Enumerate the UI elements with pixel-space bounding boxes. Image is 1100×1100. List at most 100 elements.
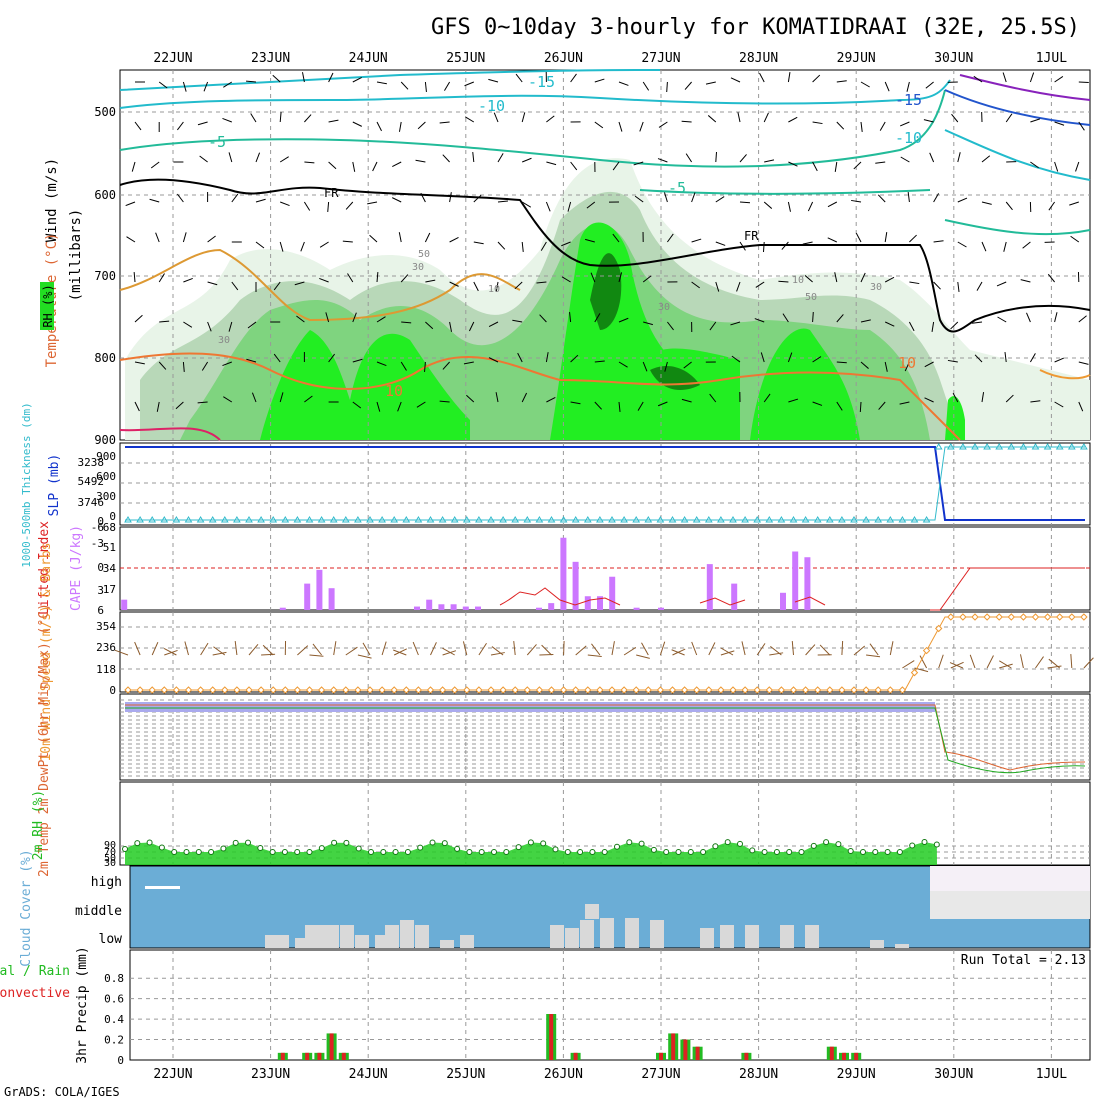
wind-barb (884, 321, 895, 327)
wind-tick: 354 (96, 620, 116, 633)
wind-barb (981, 392, 985, 403)
wind-barb (158, 361, 167, 370)
wind-marker (390, 686, 398, 694)
precip-tick: 0.4 (104, 1013, 124, 1026)
wind-barb (328, 72, 334, 83)
wind-barb (488, 357, 499, 363)
thickness-marker (741, 516, 749, 523)
wind-barb (248, 643, 259, 656)
wind-barb (1035, 656, 1044, 669)
wind-barb (664, 361, 668, 372)
wind-barb (715, 281, 720, 292)
wind-barb (666, 81, 668, 93)
wind-marker (632, 686, 640, 694)
wind-barb (279, 156, 289, 163)
wind-barb (919, 655, 928, 669)
thickness-marker (184, 516, 193, 523)
wind-barb (442, 361, 450, 370)
wind-barb (149, 198, 160, 203)
contour-label: 10 (385, 382, 403, 400)
cape-bar (584, 596, 591, 610)
wind-barb (999, 663, 1013, 669)
wind-barb (183, 277, 193, 283)
wind-barb (1078, 315, 1087, 323)
wind-barb (952, 392, 959, 403)
wind-barb (683, 361, 692, 369)
wind-marker (1031, 613, 1040, 621)
precip-tick: 0.2 (104, 1034, 124, 1047)
li-axis-label: Lifted Index (37, 521, 52, 615)
cape-bar (706, 564, 713, 610)
wind-barb (417, 121, 426, 130)
wind-barb (420, 192, 426, 203)
wind-barb (618, 272, 623, 283)
wind-barb (255, 152, 261, 163)
rh2m-marker (503, 849, 510, 855)
wind-barb (663, 192, 668, 203)
wind-barb (546, 161, 557, 166)
wind-barb (851, 199, 862, 203)
wind-barb (788, 398, 799, 403)
wind-marker (922, 646, 931, 655)
cloud-low-bar (440, 940, 454, 948)
precip-total-label: Total / Rain (0, 964, 70, 979)
wind-barb (981, 241, 987, 252)
wind-barb (884, 232, 888, 243)
wind-barb (860, 81, 870, 88)
wind-barb (760, 352, 765, 363)
contour-label: 30 (870, 282, 882, 293)
thickness-marker (813, 516, 822, 523)
date-label: 1JUL (1036, 1067, 1067, 1082)
wind-barb (587, 654, 602, 657)
wind-barb (715, 196, 725, 203)
wind-marker (281, 686, 290, 694)
wind-barb (730, 321, 741, 326)
cape-bar (121, 599, 128, 610)
wind-barb (739, 241, 746, 251)
contour-label: 30 (658, 302, 670, 313)
wind-barb (352, 401, 362, 409)
precip-conv-bar (317, 1052, 322, 1060)
rh2m-marker (404, 849, 411, 855)
thickness-marker (620, 516, 628, 523)
wind-barb (889, 641, 894, 656)
cloud-low-bar (870, 940, 884, 948)
wind-marker (862, 686, 870, 694)
wind-barb (134, 314, 143, 323)
rh2m-marker (687, 849, 694, 855)
wind-barb (950, 321, 959, 330)
thickness-marker (801, 516, 810, 523)
wind-marker (656, 686, 665, 694)
wind-barb (367, 201, 378, 205)
thickness-markers (124, 443, 1088, 523)
wind-barb (707, 115, 717, 123)
wind-barb (272, 74, 281, 83)
wind-barb (933, 240, 944, 243)
wind-barb (802, 241, 813, 245)
contour-label: 50 (805, 292, 817, 303)
wind-barb (1047, 273, 1055, 283)
rh2m-marker (392, 849, 399, 855)
wind-barb (517, 352, 523, 363)
wind-barb (540, 241, 547, 251)
wind-barb (859, 401, 862, 413)
upper-wind-barbs (125, 71, 1089, 413)
wind-barb (464, 81, 474, 87)
contour-label: 10 (898, 354, 916, 372)
wind-barb (521, 392, 528, 403)
wind-barb (1078, 401, 1084, 412)
rh2m-marker (896, 849, 903, 855)
wind-barb (957, 197, 968, 203)
wind-marker (874, 686, 882, 694)
wind-barb (819, 644, 831, 656)
slp-tick-right: 600 (96, 470, 116, 483)
wind-barb (884, 81, 890, 92)
wind-barb (949, 662, 964, 669)
wind10m-panel: 354 236 118 0 10m Wind Speed (m/s) & Bar… (39, 542, 1094, 762)
wind-barb (442, 647, 455, 656)
wind-marker (160, 686, 169, 694)
thickness-marker (366, 516, 374, 523)
millibars-label: (millibars) (68, 209, 84, 302)
cloud-low-bar (745, 925, 759, 948)
wind-barb (787, 72, 791, 83)
